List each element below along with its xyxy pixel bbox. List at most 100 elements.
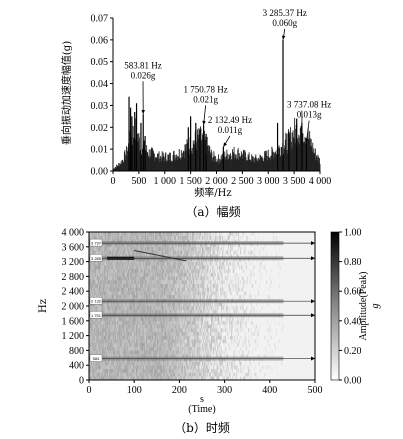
heatmap-cell: [97, 350, 99, 355]
heatmap-cell: [128, 254, 130, 259]
heatmap-cell: [101, 232, 103, 236]
heatmap-cell: [140, 235, 142, 240]
heatmap-cell: [122, 320, 124, 325]
heatmap-cell: [127, 309, 129, 314]
heatmap-cell: [142, 261, 144, 266]
heatmap-cell: [138, 265, 140, 270]
heatmap-cell: [120, 331, 122, 336]
heatmap-cell: [148, 324, 150, 329]
heatmap-cell: [93, 283, 95, 288]
heatmap-cell: [156, 354, 158, 358]
heatmap-cell: [142, 324, 144, 329]
heatmap-cell: [155, 320, 157, 325]
heatmap-cell: [110, 376, 112, 381]
heatmap-cell: [110, 368, 112, 373]
heatmap-cell: [97, 346, 99, 351]
heatmap-cell: [145, 261, 148, 266]
heatmap-cell: [101, 346, 103, 351]
heatmap-cell: [136, 361, 138, 366]
heatmap-cell: [97, 246, 99, 251]
heatmap-cell: [158, 302, 160, 307]
heatmap-cell: [91, 235, 93, 240]
heatmap-cell: [156, 235, 158, 240]
heatmap-cell: [154, 235, 156, 240]
heatmap-cell: [159, 294, 161, 299]
heatmap-cell: [136, 328, 139, 333]
heatmap-cell: [158, 235, 160, 240]
heatmap-cell: [159, 235, 161, 240]
heatmap-cell: [133, 283, 135, 288]
heatmap-cell: [89, 335, 92, 340]
heatmap-cell: [126, 261, 129, 266]
heatmap-cell: [123, 306, 125, 310]
heatmap-cell: [91, 372, 93, 377]
heatmap-cell: [100, 235, 102, 240]
heatmap-cell: [112, 287, 114, 292]
heatmap-cell: [127, 265, 129, 270]
heatmap-cell: [152, 235, 154, 240]
heatmap-cell: [127, 246, 129, 251]
heatmap-cell: [89, 280, 91, 284]
heatmap-cell: [135, 287, 137, 292]
heatmap-cell: [117, 324, 119, 329]
heatmap-cell: [136, 317, 138, 321]
heatmap-cell: [102, 283, 104, 288]
heatmap-cell: [128, 294, 130, 299]
heatmap-cell: [113, 246, 115, 251]
heatmap-cell: [154, 328, 157, 333]
heatmap-cell: [139, 254, 141, 259]
heatmap-cell: [113, 283, 115, 288]
heatmap-cell: [126, 283, 128, 288]
heatmap-cell: [94, 280, 96, 284]
heatmap-cell: [142, 350, 144, 355]
heatmap-cell: [149, 269, 151, 273]
heatmap-cell: [114, 343, 116, 347]
heatmap-cell: [156, 339, 158, 344]
heatmap-cell: [126, 246, 129, 251]
heatmap-cell: [132, 294, 134, 299]
heatmap-cell: [111, 343, 113, 347]
heatmap-cell: [130, 283, 132, 288]
heatmap-cell: [135, 361, 137, 366]
heatmap-cell: [141, 376, 143, 381]
heatmap-cell: [148, 372, 150, 377]
heatmap-cell: [116, 250, 118, 255]
heatmap-cell: [149, 361, 151, 366]
heatmap-cell: [147, 368, 149, 373]
heatmap-cell: [109, 320, 111, 325]
heatmap-cell: [103, 283, 105, 288]
heatmap-cell: [134, 328, 136, 333]
heatmap-cell: [92, 246, 94, 251]
heatmap-cell: [156, 276, 158, 281]
heatmap-cell: [126, 335, 129, 340]
heatmap-cell: [141, 246, 143, 251]
heatmap-cell: [155, 376, 157, 381]
heatmap-cell: [106, 272, 108, 277]
heatmap-cell: [122, 283, 124, 288]
heatmap-cell: [139, 346, 141, 351]
heatmap-cell: [154, 302, 156, 307]
heatmap-cell: [112, 331, 114, 336]
heatmap-cell: [137, 302, 139, 307]
heatmap-cell: [134, 368, 136, 373]
heatmap-cell: [142, 328, 144, 333]
heatmap-cell: [155, 302, 157, 307]
heatmap-cell: [136, 276, 138, 281]
heatmap-cell: [148, 250, 150, 255]
heatmap-cell: [129, 287, 131, 292]
heatmap-cell: [113, 254, 115, 259]
spectrum-bars: [112, 39, 321, 171]
heatmap-cell: [100, 280, 102, 284]
heatmap-cell: [101, 235, 103, 240]
heatmap-cell: [114, 335, 116, 340]
heatmap-cell: [145, 232, 147, 236]
heatmap-cell: [129, 335, 131, 340]
a-y-tick-label: 0.07: [91, 14, 109, 25]
heatmap-cell: [132, 246, 134, 251]
heatmap-cell: [124, 287, 126, 292]
heatmap-cell: [115, 309, 117, 314]
heatmap-cell: [89, 324, 92, 329]
heatmap-cell: [102, 280, 104, 284]
heatmap-cell: [148, 309, 150, 314]
heatmap-cell: [147, 246, 149, 251]
